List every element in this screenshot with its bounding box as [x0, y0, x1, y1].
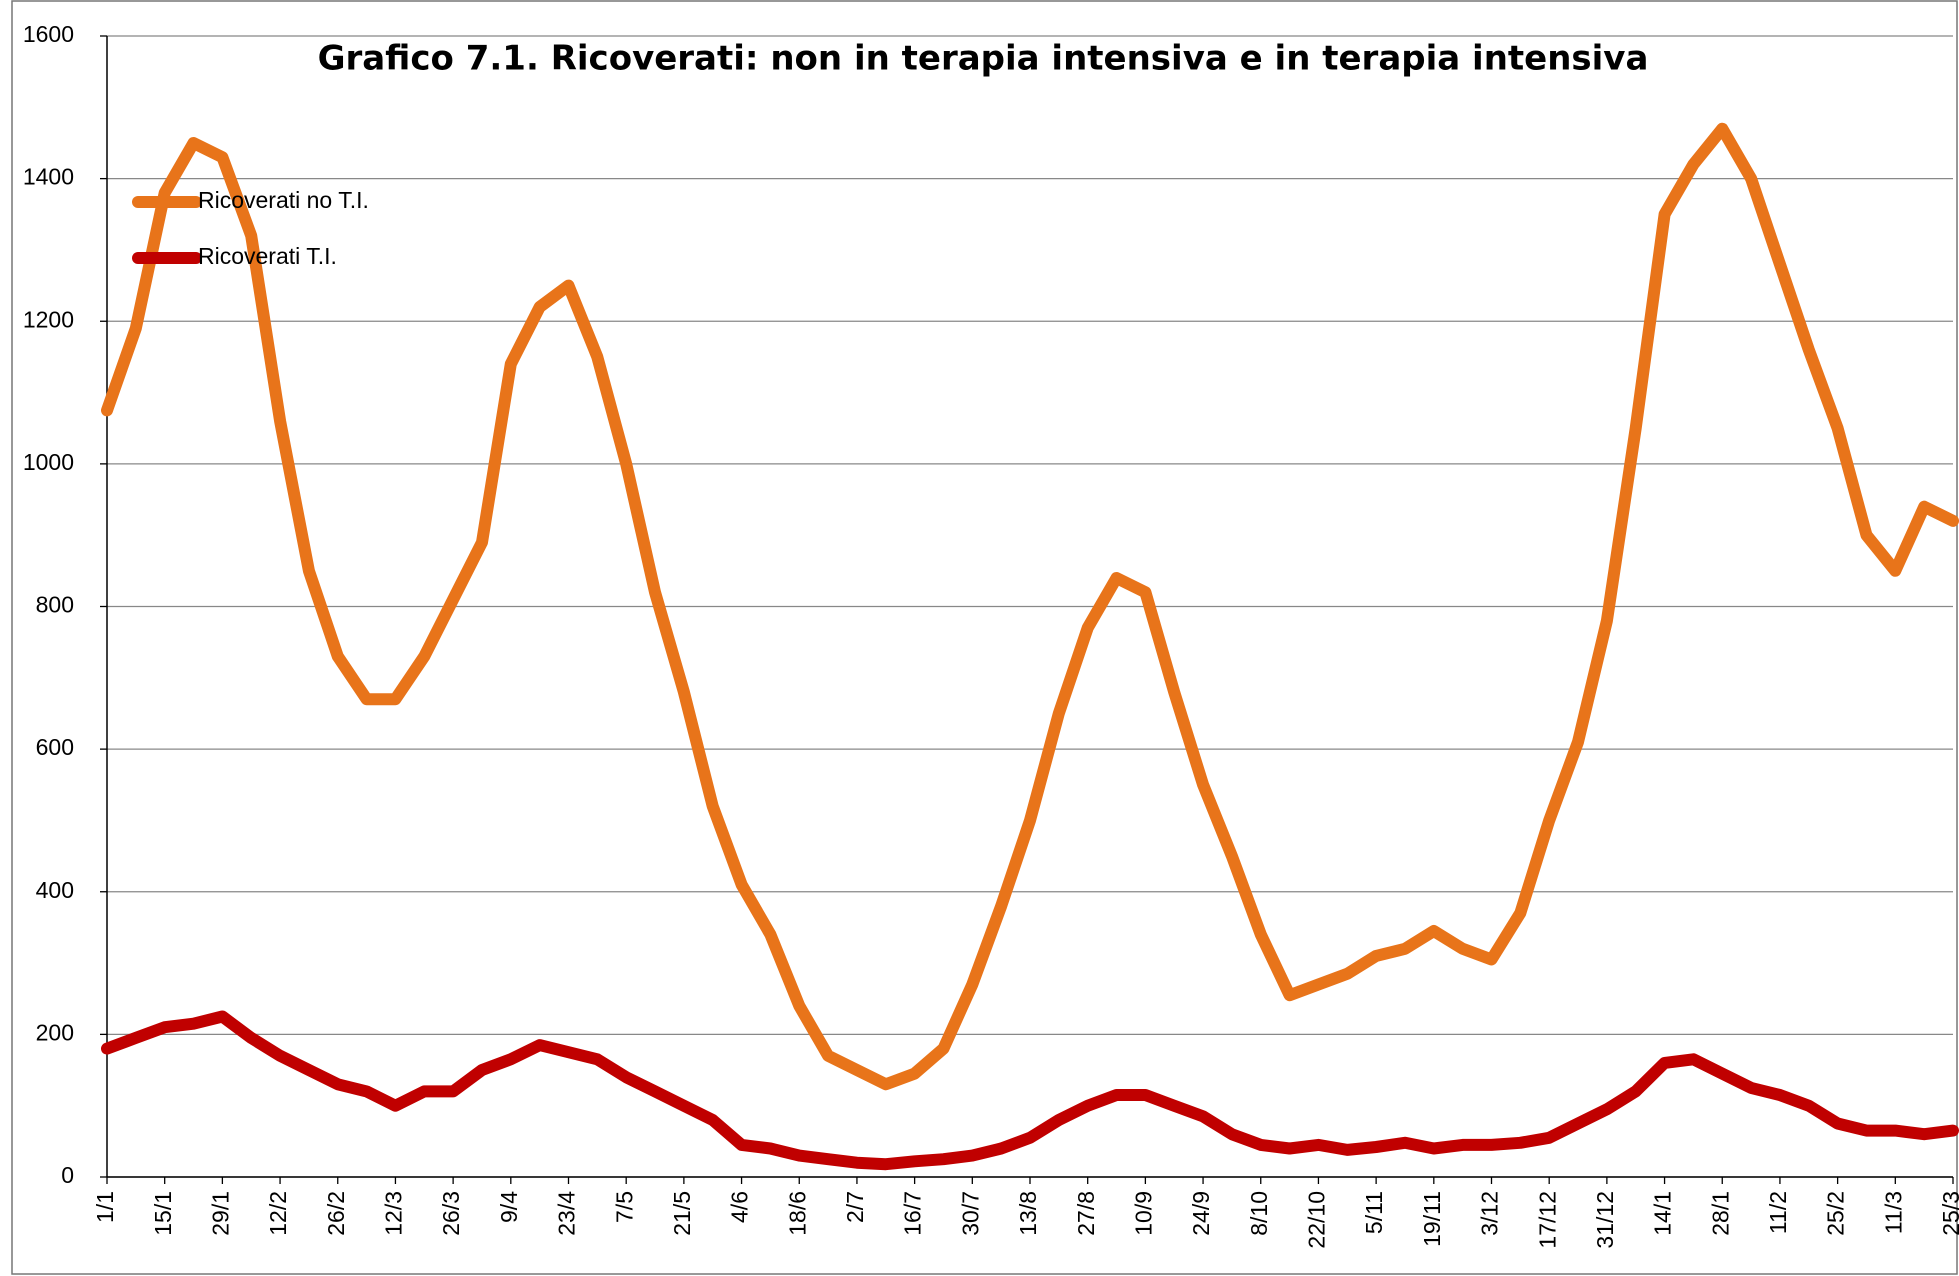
x-tick-label: 24/9	[1188, 1191, 1214, 1236]
x-tick-label: 11/3	[1880, 1191, 1906, 1234]
y-tick-label: 0	[61, 1162, 74, 1188]
x-tick-label: 1/1	[92, 1191, 118, 1223]
x-tick-label: 13/8	[1015, 1191, 1041, 1236]
x-tick-label: 5/11	[1361, 1191, 1387, 1234]
y-tick-label: 1600	[23, 21, 74, 47]
x-tick-label: 11/2	[1765, 1191, 1791, 1234]
legend-label: Ricoverati T.I.	[198, 243, 337, 269]
x-tick-label: 14/1	[1650, 1191, 1676, 1236]
x-tick-label: 3/12	[1477, 1191, 1503, 1236]
x-tick-label: 30/7	[957, 1191, 983, 1236]
y-tick-label: 200	[36, 1019, 74, 1045]
y-tick-label: 1000	[23, 449, 74, 475]
x-tick-label: 28/1	[1707, 1191, 1733, 1236]
x-tick-label: 21/5	[669, 1191, 695, 1236]
chart-title: Grafico 7.1. Ricoverati: non in terapia …	[318, 39, 1649, 79]
x-tick-label: 17/12	[1534, 1191, 1560, 1249]
x-tick-label: 12/3	[381, 1191, 407, 1236]
chart-frame	[11, 0, 1958, 1275]
y-tick-label: 1200	[23, 306, 74, 332]
x-tick-label: 25/3	[1938, 1191, 1959, 1236]
x-tick-label: 15/1	[150, 1191, 176, 1236]
x-tick-label: 12/2	[265, 1191, 291, 1236]
y-tick-label: 1400	[23, 164, 74, 190]
legend-label: Ricoverati no T.I.	[198, 187, 369, 213]
x-tick-label: 18/6	[784, 1191, 810, 1236]
x-tick-label: 16/7	[900, 1191, 926, 1236]
series-line	[101, 1010, 1959, 1171]
y-tick-label: 800	[36, 592, 74, 618]
x-tick-label: 23/4	[554, 1191, 580, 1236]
x-tick-label: 7/5	[611, 1191, 637, 1223]
x-tick-label: 22/10	[1304, 1191, 1330, 1249]
x-tick-label: 27/8	[1073, 1191, 1099, 1236]
x-tick-label: 31/12	[1592, 1191, 1618, 1249]
x-tick-label: 29/1	[207, 1191, 233, 1236]
y-tick-label: 600	[36, 734, 74, 760]
x-tick-label: 19/11	[1419, 1191, 1445, 1247]
x-tick-label: 10/9	[1130, 1191, 1156, 1236]
x-tick-label: 2/7	[842, 1191, 868, 1223]
y-tick-label: 400	[36, 877, 74, 903]
x-tick-label: 26/3	[438, 1191, 464, 1236]
series-line	[101, 122, 1959, 1091]
x-tick-label: 4/6	[727, 1191, 753, 1223]
x-tick-label: 26/2	[323, 1191, 349, 1236]
x-tick-label: 9/4	[496, 1191, 522, 1223]
x-tick-label: 8/10	[1246, 1191, 1272, 1236]
x-tick-label: 25/2	[1823, 1191, 1849, 1236]
